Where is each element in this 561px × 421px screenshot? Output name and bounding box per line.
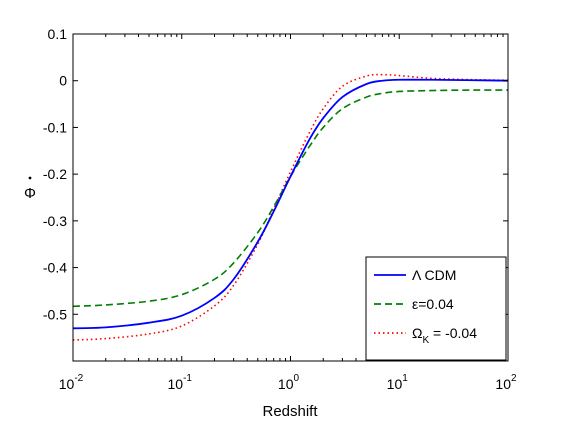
x-tick-label: 101 (387, 373, 409, 392)
y-tick-label: -0.3 (43, 213, 67, 229)
x-tick-label: 102 (495, 373, 517, 392)
x-tick-label: 10-1 (168, 373, 193, 392)
ticks-layer (72, 33, 509, 361)
y-tick-label: 0 (59, 73, 67, 89)
x-tick-label: 10-2 (59, 373, 84, 392)
legend: Λ CDM ε=0.04 ΩK = -0.04 (365, 256, 507, 361)
series-line-1 (72, 89, 509, 308)
x-axis-label: Redshift (262, 403, 318, 420)
y-tick-label: -0.2 (43, 166, 67, 182)
legend-label-1: ε=0.04 (412, 296, 454, 312)
x-tick-label: 100 (278, 373, 300, 392)
y-label-dot (28, 176, 32, 180)
y-tick-label: -0.4 (43, 260, 67, 276)
y-tick-label: 0.1 (48, 26, 68, 42)
y-tick-label: -0.5 (43, 306, 67, 322)
y-tick-label: -0.1 (43, 119, 67, 135)
series-layer (72, 73, 509, 341)
legend-label-0: Λ CDM (412, 267, 456, 283)
y-axis-label: Φ (24, 185, 36, 202)
tick-labels: 10-2 10-1 100 101 102 0.1 0 -0.1 -0.2 -0.3 -0.4 -0.… (43, 26, 517, 392)
legend-label-2: ΩK = -0.04 (412, 325, 477, 346)
series-line-0 (72, 78, 509, 330)
